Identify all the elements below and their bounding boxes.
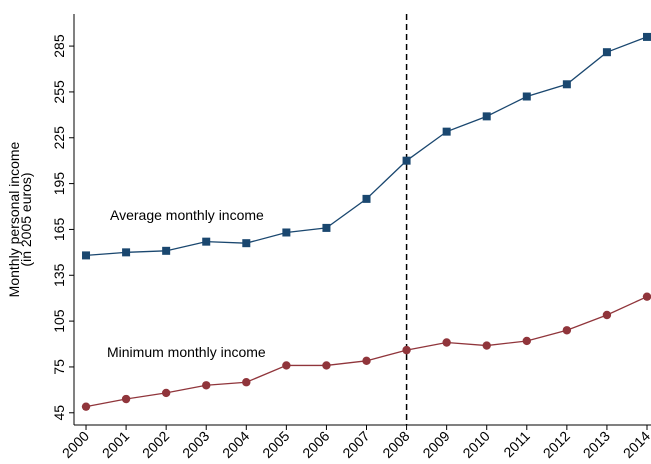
marker	[322, 361, 331, 370]
x-tick-label: 2001	[99, 428, 132, 461]
marker	[162, 246, 171, 255]
x-tick-label: 2002	[139, 428, 172, 461]
marker	[522, 336, 531, 346]
marker	[482, 341, 491, 350]
x-tick-label: 2009	[419, 428, 452, 461]
y-tick-label: 225	[51, 126, 67, 150]
y-tick-label: 105	[51, 309, 67, 333]
marker	[202, 381, 211, 390]
marker	[642, 292, 651, 301]
y-tick-label: 195	[51, 172, 67, 196]
x-tick-label: 2014	[620, 428, 651, 461]
marker	[482, 112, 491, 121]
y-tick-label: 165	[51, 218, 67, 242]
x-tick-label: 2011	[500, 428, 533, 461]
annotation: Minimum monthly income	[107, 344, 266, 360]
y-tick-label: 135	[51, 263, 67, 287]
y-tick-label: 255	[51, 80, 67, 104]
y-axis-label: (in 2005 euros)	[18, 172, 34, 266]
x-tick-label: 2004	[219, 428, 252, 461]
marker	[81, 402, 91, 411]
x-tick-label: 2000	[59, 428, 92, 461]
x-tick-label: 2012	[540, 428, 573, 461]
marker	[202, 237, 211, 246]
y-tick-label: 45	[51, 405, 67, 421]
marker	[442, 338, 451, 347]
marker	[362, 356, 371, 366]
marker	[602, 48, 611, 57]
marker	[242, 239, 251, 248]
y-tick-label: 75	[51, 359, 67, 375]
marker	[322, 223, 331, 232]
y-axis-label: Monthly personal income	[6, 141, 22, 297]
marker	[402, 156, 411, 165]
marker	[122, 248, 131, 257]
marker	[161, 388, 171, 398]
x-tick-label: 2005	[259, 428, 292, 461]
marker	[522, 92, 531, 101]
marker	[242, 378, 251, 387]
y-tick-label: 285	[51, 34, 67, 58]
x-tick-label: 2007	[339, 428, 372, 461]
marker	[362, 194, 371, 203]
x-tick-label: 2006	[299, 428, 332, 461]
marker	[642, 32, 651, 41]
marker	[282, 228, 291, 237]
x-tick-label: 2003	[179, 428, 212, 461]
marker	[402, 345, 411, 355]
x-tick-label: 2008	[379, 428, 412, 461]
marker	[82, 251, 91, 260]
annotation: Average monthly income	[110, 207, 264, 223]
marker	[562, 80, 571, 89]
marker	[602, 310, 612, 320]
x-tick-label: 2013	[580, 428, 613, 461]
marker	[562, 326, 572, 335]
marker	[442, 127, 451, 136]
x-tick-label: 2010	[459, 428, 492, 461]
marker	[121, 394, 131, 404]
marker	[282, 361, 291, 370]
